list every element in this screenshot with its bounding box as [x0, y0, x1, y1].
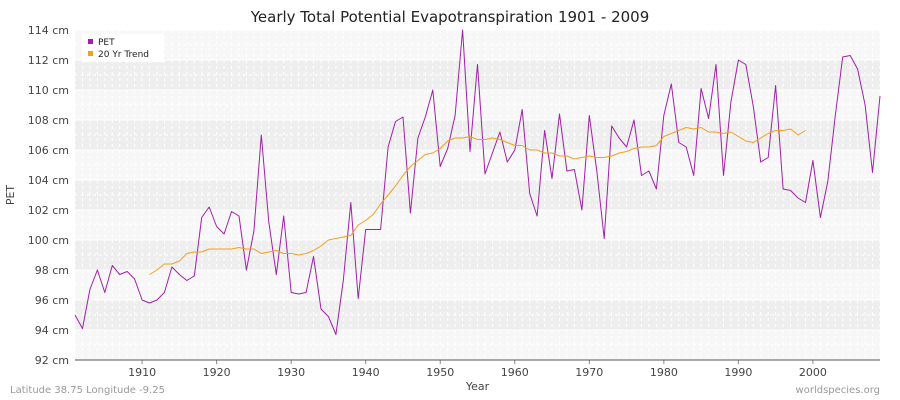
series-lines: [74, 29, 881, 335]
x-axis-label: Year: [465, 380, 490, 393]
x-tick-label: 2000: [799, 366, 827, 379]
chart-title: Yearly Total Potential Evapotranspiratio…: [250, 8, 650, 26]
legend-box: [82, 34, 164, 62]
series-line-trend: [149, 127, 806, 275]
grid-lines: [74, 29, 881, 361]
x-tick-label: 1960: [501, 366, 529, 379]
x-tick-label: 1940: [352, 366, 380, 379]
y-tick-label: 108 cm: [28, 114, 69, 127]
legend: PET 20 Yr Trend: [82, 34, 164, 62]
x-tick-label: 1990: [724, 366, 752, 379]
y-axis-ticks: 92 cm 94 cm 96 cm 98 cm 100 cm 102 cm 104 cm 10…: [28, 24, 69, 367]
legend-label: PET: [98, 38, 115, 48]
footer-coordinates: Latitude 38.75 Longitude -9.25: [10, 385, 165, 396]
y-tick-label: 104 cm: [28, 174, 69, 187]
y-tick-label: 114 cm: [28, 24, 69, 37]
y-tick-label: 100 cm: [28, 234, 69, 247]
x-tick-label: 1950: [426, 366, 454, 379]
x-tick-label: 1930: [277, 366, 305, 379]
y-tick-label: 112 cm: [28, 54, 69, 67]
y-tick-label: 110 cm: [28, 84, 69, 97]
x-axis-ticks: 1910 1920 1930 1940 1950 1960 1970 1980 1990 2000: [128, 360, 827, 379]
y-tick-label: 106 cm: [28, 144, 69, 157]
series-line-pet: [74, 29, 881, 335]
x-tick-label: 1970: [575, 366, 603, 379]
y-axis-label: PET: [4, 185, 17, 206]
y-tick-label: 96 cm: [35, 294, 69, 307]
legend-swatch: [88, 39, 93, 44]
legend-label: 20 Yr Trend: [98, 50, 149, 60]
x-tick-label: 1920: [203, 366, 231, 379]
y-tick-label: 98 cm: [35, 264, 69, 277]
legend-swatch: [88, 51, 93, 56]
y-tick-label: 102 cm: [28, 204, 69, 217]
y-tick-label: 92 cm: [35, 354, 69, 367]
y-tick-label: 94 cm: [35, 324, 69, 337]
x-tick-label: 1980: [650, 366, 678, 379]
footer-source: worldspecies.org: [796, 385, 880, 396]
x-tick-label: 1910: [128, 366, 156, 379]
